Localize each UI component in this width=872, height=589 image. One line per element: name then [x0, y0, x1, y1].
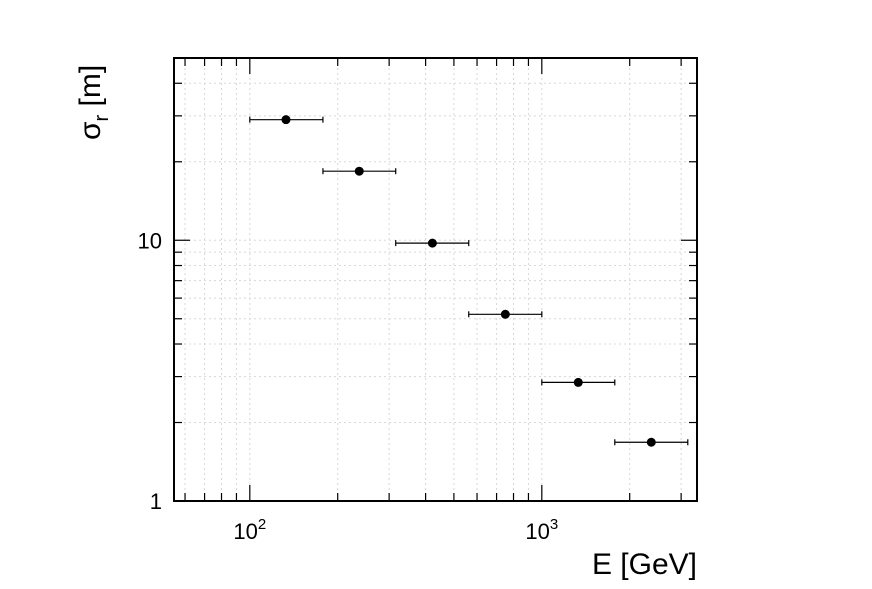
x-tick-label: 103 [525, 516, 558, 544]
y-axis-title-main: σ [74, 121, 107, 140]
x-tick-label: 102 [233, 516, 266, 544]
plot-frame [173, 57, 698, 502]
x-tick-label-base: 10 [525, 519, 549, 544]
grid [174, 57, 697, 502]
data-point [646, 437, 656, 447]
data-point [427, 238, 437, 248]
data-point [573, 377, 583, 387]
data-point [354, 166, 364, 176]
x-tick-label-exponent: 2 [258, 516, 266, 533]
data-point [500, 309, 510, 319]
y-axis-title: σr [m] [74, 65, 113, 140]
x-tick-label-base: 10 [233, 519, 257, 544]
axis-ticks [174, 57, 697, 502]
x-axis-title: E [GeV] [592, 548, 697, 581]
data-series [249, 115, 689, 447]
y-tick-label: 1 [150, 489, 162, 514]
y-axis-title-unit: [m] [74, 65, 107, 115]
y-axis-title-sub: r [91, 114, 113, 121]
data-point [281, 115, 291, 125]
x-tick-label-exponent: 3 [550, 516, 558, 533]
y-tick-label: 10 [138, 228, 162, 253]
